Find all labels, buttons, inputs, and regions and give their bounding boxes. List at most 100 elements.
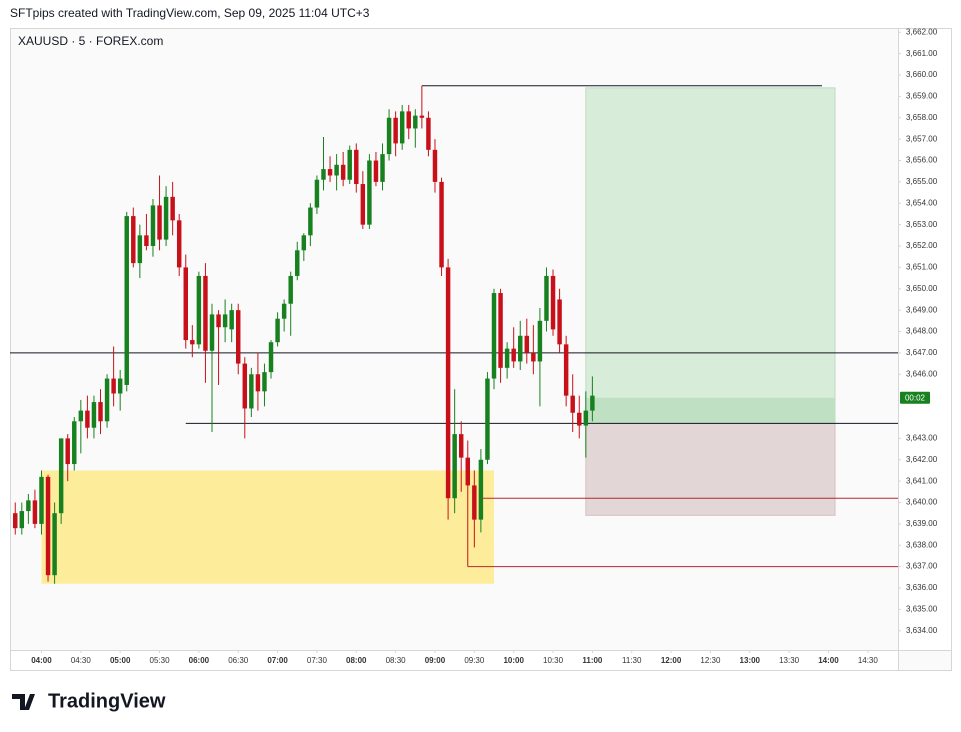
candle-body: [65, 438, 70, 465]
x-tick-label: 12:30: [700, 656, 721, 665]
x-tick-label: 08:30: [386, 656, 407, 665]
x-tick-label: 04:00: [31, 656, 52, 665]
candle-body: [380, 154, 385, 182]
candle-body: [544, 275, 549, 321]
y-tick-label: 3,662.00: [906, 27, 938, 36]
candle-body: [222, 314, 228, 328]
x-tick-label: 09:30: [464, 656, 485, 665]
candle-body: [275, 318, 280, 343]
candle-body: [183, 267, 188, 341]
countdown-label: 00:02: [905, 393, 926, 402]
y-tick-label: 3,657.00: [906, 134, 938, 143]
candle-body: [301, 235, 307, 251]
candle-body: [419, 115, 425, 118]
candle-body: [209, 314, 215, 351]
candle-body: [570, 395, 575, 413]
candle-body: [137, 235, 143, 264]
y-tick-label: 3,648.00: [906, 327, 938, 336]
candle-body: [45, 476, 51, 576]
candle-body: [262, 372, 267, 392]
y-tick-label: 3,654.00: [906, 198, 938, 207]
y-tick-label: 3,656.00: [906, 156, 938, 165]
x-tick-label: 07:00: [267, 656, 288, 665]
x-tick-label: 11:00: [582, 656, 603, 665]
candle-body: [32, 500, 38, 524]
x-tick-label: 05:00: [110, 656, 131, 665]
candle-body: [308, 207, 313, 236]
candle-body: [58, 438, 64, 514]
loss-zone: [585, 422, 836, 516]
candle-body: [144, 235, 149, 247]
x-tick-label: 10:30: [543, 656, 564, 665]
candle-body: [85, 410, 90, 428]
candle-body: [26, 500, 31, 512]
brand: TradingView: [48, 690, 166, 712]
candle-body: [354, 149, 359, 185]
candle-body: [491, 293, 497, 379]
price-axis: [899, 29, 951, 650]
profit-zone: [585, 87, 836, 424]
candle-body: [340, 164, 346, 180]
y-tick-label: 3,651.00: [906, 263, 938, 272]
x-tick-label: 08:00: [346, 656, 367, 665]
y-tick-label: 3,643.00: [906, 434, 938, 443]
candle-body: [124, 216, 129, 385]
candle-body: [524, 335, 530, 353]
candle-body: [452, 434, 457, 499]
y-tick-label: 3,661.00: [906, 49, 938, 58]
y-tick-label: 3,653.00: [906, 220, 938, 229]
candle-body: [268, 342, 274, 373]
candle-body: [91, 402, 97, 428]
y-tick-label: 3,646.00: [906, 369, 938, 378]
candle-body: [321, 169, 326, 180]
candle-body: [150, 205, 156, 247]
zone: [41, 470, 495, 584]
candle-body: [190, 340, 195, 345]
candle-body: [255, 374, 261, 392]
x-tick-label: 13:00: [740, 656, 761, 665]
candle-body: [242, 363, 248, 409]
y-tick-label: 3,640.00: [906, 498, 938, 507]
y-tick-label: 3,635.00: [906, 604, 938, 613]
candle-body: [504, 348, 510, 368]
x-tick-label: 13:30: [779, 656, 800, 665]
y-tick-label: 3,655.00: [906, 177, 938, 186]
candle-body: [281, 303, 287, 319]
candle-body: [236, 310, 241, 364]
countdown-badge: [900, 391, 930, 404]
candle-body: [360, 184, 366, 225]
y-tick-label: 3,637.00: [906, 562, 938, 571]
candle-body: [432, 149, 438, 182]
x-tick-label: 04:30: [71, 656, 92, 665]
x-tick-label: 09:00: [425, 656, 446, 665]
candle-body: [458, 434, 464, 458]
candle-body: [511, 348, 516, 362]
candle-body: [498, 293, 503, 368]
y-tick-label: 3,638.00: [906, 540, 938, 549]
x-tick-label: 10:00: [503, 656, 524, 665]
y-tick-label: 3,642.00: [906, 455, 938, 464]
candle-body: [465, 457, 471, 486]
candle-body: [399, 111, 405, 144]
x-tick-label: 06:00: [189, 656, 210, 665]
candle-body: [386, 117, 392, 155]
candle-body: [295, 250, 300, 276]
candle-body: [531, 352, 536, 362]
x-tick-label: 14:30: [858, 656, 879, 665]
candle-body: [203, 275, 208, 351]
candle-body: [550, 275, 556, 330]
y-tick-label: 3,652.00: [906, 241, 938, 250]
candle-body: [406, 111, 411, 129]
candle-body: [170, 196, 175, 221]
candle-body: [373, 160, 379, 182]
candle-body: [327, 169, 333, 176]
candle-body: [577, 412, 582, 426]
open-profit: [585, 397, 836, 424]
candle-body: [176, 220, 182, 268]
candle-body: [131, 216, 136, 264]
candle-body: [413, 115, 418, 129]
plot: [10, 85, 898, 584]
y-tick-label: 3,647.00: [906, 348, 938, 357]
logo: [12, 694, 35, 710]
